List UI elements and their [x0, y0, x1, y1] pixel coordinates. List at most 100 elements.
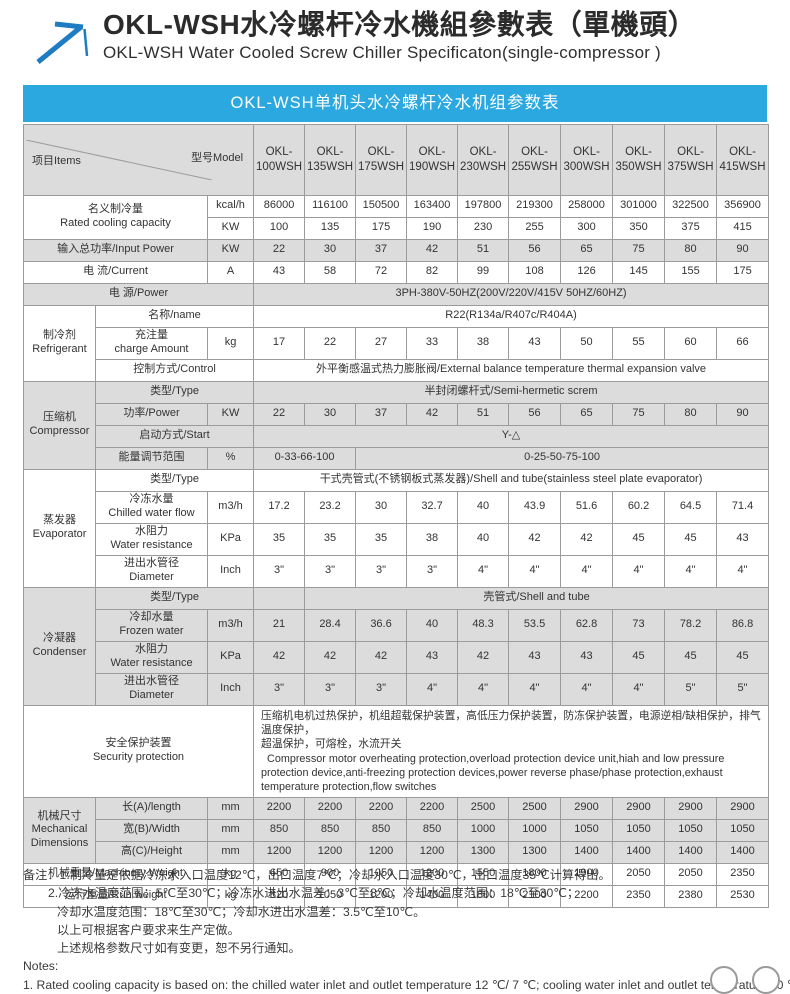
- value-cell: 2200: [560, 884, 614, 908]
- value-cell: 64.5: [664, 490, 718, 524]
- value-cell: 22: [304, 326, 357, 360]
- table-row: 冷却水量 Frozen water m3/h 21 28.4 36.6 40 48.3 53.…: [24, 608, 770, 642]
- value-cell: 80: [664, 402, 718, 426]
- value-cell: 2200: [304, 796, 357, 820]
- value-cell: 1400: [406, 884, 459, 908]
- value-cell: 1200: [253, 840, 306, 864]
- value-cell: 1900: [560, 862, 614, 886]
- value-cell: 155: [664, 260, 718, 284]
- value-cell: 4": [560, 554, 614, 588]
- value-cell: 3PH-380V-50HZ(200V/220V/415V 50HZ/60HZ): [253, 282, 770, 306]
- value-cell: 42: [560, 522, 614, 556]
- table-row: 进出水管径 Diameter Inch 3" 3" 3" 3" 4" 4" 4" 4" 4" 4": [24, 554, 770, 588]
- table-row: 输入总功率/Input Power KW 22 30 37 42 51 56 65 75 80 90: [23, 238, 770, 262]
- value-cell: 99: [457, 260, 510, 284]
- model-header-cell: OKL- 230WSH: [457, 124, 510, 196]
- value-cell: 42: [508, 522, 562, 556]
- model-header-row: 项目Items 型号Model OKL- 100WSH OKL- 135WSH OK…: [22, 124, 770, 196]
- value-cell: 258000: [560, 194, 614, 218]
- model-header-cell: OKL- 100WSH: [253, 124, 306, 196]
- value-cell: 850: [253, 818, 306, 842]
- value-cell: 2900: [664, 796, 718, 820]
- value-cell: 2900: [612, 796, 666, 820]
- decorative-circle-icon: [710, 966, 738, 994]
- value-cell: 356900: [716, 194, 770, 218]
- value-cell: 163400: [406, 194, 459, 218]
- value-cell: 1000: [508, 818, 562, 842]
- row-label: 高(C)/Height: [95, 840, 208, 864]
- page-title: OKL-WSH水冷螺杆冷水機組參數表（單機頭）: [103, 9, 697, 40]
- value-cell: 1050: [304, 884, 357, 908]
- unit-cell: KPa: [206, 522, 255, 556]
- value-cell: 65: [560, 238, 614, 262]
- row-label: 启动方式/Start: [94, 424, 255, 448]
- value-cell: 255: [508, 216, 562, 240]
- value-cell: 33: [406, 326, 459, 360]
- value-cell: 300: [560, 216, 614, 240]
- value-cell: 37: [355, 402, 408, 426]
- value-cell: 415: [716, 216, 770, 240]
- row-label: 能量调节范围: [95, 446, 208, 470]
- value-cell: 1050: [612, 818, 666, 842]
- note-line: Notes:: [23, 959, 59, 974]
- row-label: 功率/Power: [95, 402, 208, 426]
- value-cell: 1050: [716, 818, 770, 842]
- value-cell: 45: [664, 522, 718, 556]
- value-cell: 219300: [508, 194, 562, 218]
- table-row: 进出水管径 Diameter Inch 3" 3" 3" 4" 4" 4" 4" 4" 5" 5": [24, 672, 770, 706]
- value-cell: 60.2: [612, 490, 666, 524]
- value-cell: 126: [560, 260, 614, 284]
- value-cell: 1300: [457, 840, 510, 864]
- value-cell: 5": [664, 672, 718, 706]
- unit-cell: kcal/h: [206, 194, 255, 218]
- model-header-cell: OKL- 300WSH: [560, 124, 614, 196]
- value-cell: 1800: [457, 884, 510, 908]
- value-cell: 100: [253, 216, 306, 240]
- value-cell: Y-△: [253, 424, 770, 448]
- model-header-cell: OKL- 375WSH: [664, 124, 718, 196]
- value-cell: 4": [508, 554, 562, 588]
- value-cell: 175: [355, 216, 408, 240]
- row-label: 类型/Type: [94, 586, 255, 610]
- value-cell: 375: [664, 216, 718, 240]
- value-cell: 2100: [508, 884, 562, 908]
- value-cell: 压缩机电机过热保护，机组超载保护装置，高低压力保护装置，防冻保护装置，电源逆相/…: [253, 704, 770, 798]
- spec-table: 项目Items 型号Model OKL- 100WSH OKL- 135WSH OK…: [22, 124, 770, 908]
- row-label: 机械重量/Machinery Weight: [23, 862, 208, 886]
- unit-cell: kg: [206, 884, 255, 908]
- value-cell: 21: [253, 608, 306, 642]
- unit-cell: %: [206, 446, 255, 470]
- value-cell: 78.2: [664, 608, 718, 642]
- value-cell: 2200: [355, 796, 408, 820]
- value-cell: 4": [508, 672, 562, 706]
- section-label: 冷凝器 Condenser: [23, 586, 96, 706]
- value-cell: 71.4: [716, 490, 770, 524]
- value-cell: 62.8: [560, 608, 614, 642]
- value-cell: 190: [406, 216, 459, 240]
- value-cell: 1800: [508, 862, 562, 886]
- table-row: 冷冻水量 Chilled water flow m3/h 17.2 23.2 30 32.…: [24, 490, 770, 524]
- value-cell: 1400: [716, 840, 770, 864]
- value-cell: 1200: [355, 840, 408, 864]
- value-cell: 30: [304, 402, 357, 426]
- row-label: 类型/Type: [94, 380, 255, 404]
- row-label: 进出水管径 Diameter: [95, 672, 208, 706]
- table-row: 蒸发器 Evaporator 类型/Type 干式壳管式(不锈钢板式蒸发器)/She…: [23, 468, 770, 588]
- table-row: 压缩机 Compressor 类型/Type 半封闭螺杆式/Semi-hermeti…: [23, 380, 770, 470]
- value-cell: 4": [716, 554, 770, 588]
- row-label: 安全保护装置 Security protection: [22, 704, 255, 798]
- value-cell: 2900: [716, 796, 770, 820]
- row-label: 运行重量/Run weight: [23, 884, 208, 908]
- value-cell: 42: [406, 238, 459, 262]
- value-cell: 301000: [612, 194, 666, 218]
- value-cell: 42: [304, 640, 357, 674]
- unit-cell: Inch: [206, 672, 255, 706]
- value-cell: 4": [612, 672, 666, 706]
- value-cell: 35: [355, 522, 408, 556]
- value-cell: 2350: [612, 884, 666, 908]
- value-cell: 58: [304, 260, 357, 284]
- value-cell: 73: [612, 608, 666, 642]
- value-cell: 32.7: [406, 490, 459, 524]
- value-cell: 4": [457, 554, 510, 588]
- value-cell: 135: [304, 216, 357, 240]
